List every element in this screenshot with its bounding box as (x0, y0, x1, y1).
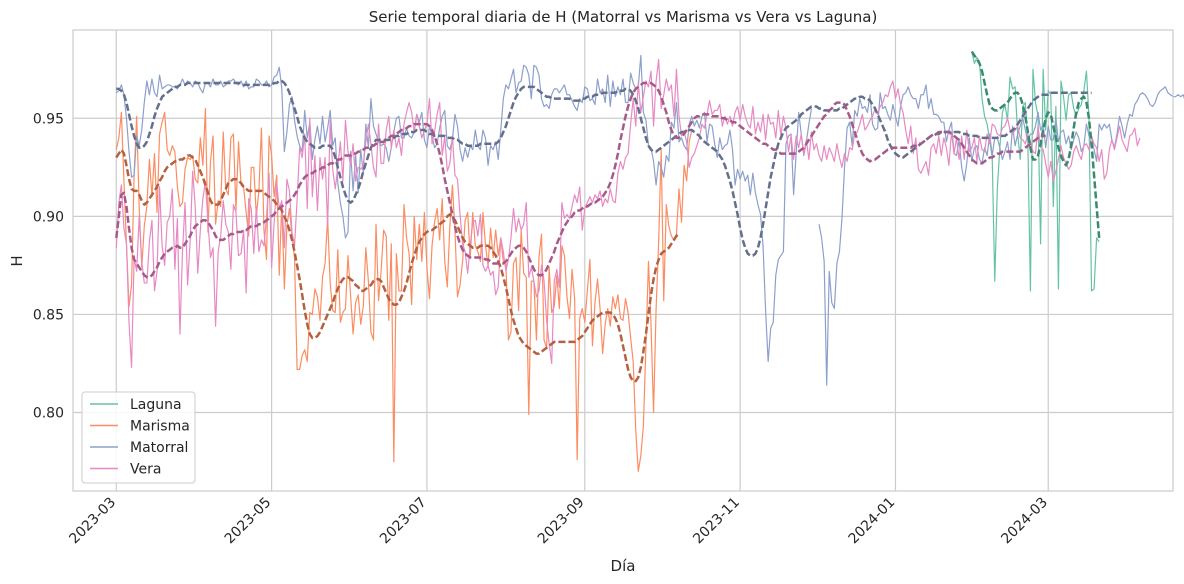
legend-label-marisma: Marisma (130, 419, 190, 435)
legend-label-vera: Vera (130, 462, 161, 478)
series-line-laguna (971, 51, 1100, 292)
chart-title: Serie temporal diaria de H (Matorral vs … (369, 8, 878, 26)
smoothed-line-laguna (970, 50, 1101, 239)
y-tick-label: 0.80 (33, 406, 64, 422)
y-axis-title: H (8, 255, 26, 266)
legend-label-laguna: Laguna (130, 397, 182, 413)
y-tick-label: 0.85 (33, 307, 64, 323)
smoothed-line-marisma (115, 148, 680, 383)
series-layer (115, 50, 1184, 472)
plot-frame (72, 29, 1174, 492)
smoothed-line-vera (115, 81, 1046, 279)
y-tick-label: 0.90 (33, 209, 64, 225)
y-axis-ticks: 0.80 0.85 0.90 0.95 (33, 111, 64, 421)
legend: Laguna Marisma Matorral Vera (81, 391, 196, 484)
legend-box (81, 391, 196, 484)
series-line-matorral (115, 54, 1184, 386)
series-line-marisma (115, 107, 693, 472)
legend-label-matorral: Matorral (130, 440, 188, 456)
x-axis-title: Día (611, 557, 636, 575)
series-line-vera (115, 58, 1141, 369)
y-tick-label: 0.95 (33, 111, 64, 127)
